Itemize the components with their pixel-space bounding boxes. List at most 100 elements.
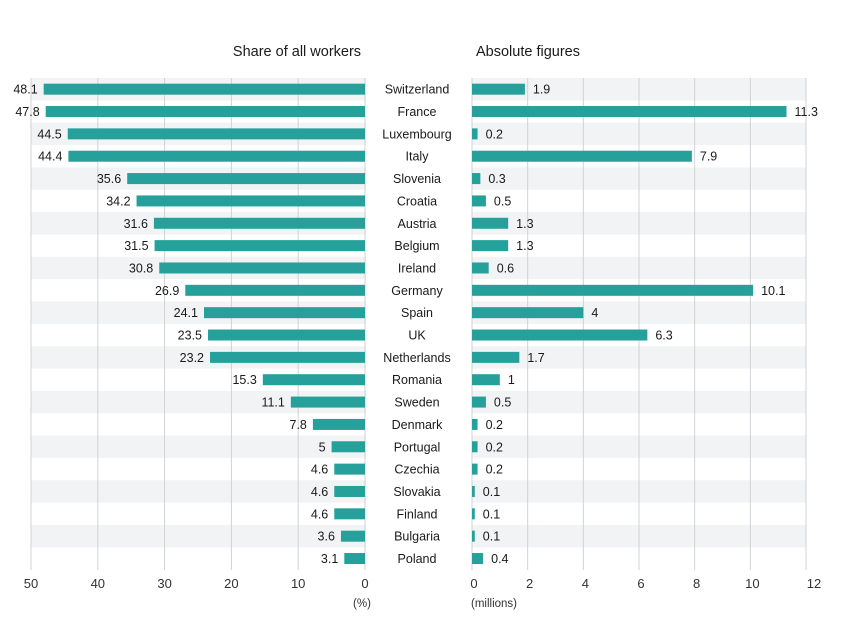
data-label-absolute: 1.7	[527, 351, 544, 365]
data-label-share: 31.6	[124, 217, 148, 231]
bar-share	[312, 418, 365, 430]
row-stripe-left	[31, 480, 366, 503]
left-panel-title: Share of all workers	[233, 44, 361, 60]
left-unit-label: (%)	[353, 598, 371, 610]
bar-absolute	[472, 217, 509, 229]
tick-label-right: 0	[470, 576, 477, 591]
bar-share	[159, 262, 365, 274]
bar-absolute	[472, 240, 509, 252]
row-stripe-left	[31, 346, 366, 369]
bar-absolute	[472, 508, 475, 520]
category-label: Romania	[392, 373, 442, 387]
category-label: Croatia	[397, 194, 437, 208]
data-label-absolute: 0.2	[486, 127, 503, 141]
data-label-absolute: 10.1	[761, 284, 785, 298]
data-label-share: 34.2	[106, 194, 130, 208]
category-label: Bulgaria	[394, 530, 440, 544]
data-label-absolute: 0.1	[483, 485, 500, 499]
data-label-share: 23.2	[180, 351, 204, 365]
category-label: Sweden	[394, 396, 439, 410]
tick-label-left: 50	[24, 576, 38, 591]
bar-share	[334, 508, 365, 520]
data-label-share: 24.1	[174, 306, 198, 320]
category-label: Switzerland	[385, 83, 450, 97]
data-label-absolute: 7.9	[700, 150, 717, 164]
data-label-absolute: 1	[508, 373, 515, 387]
tick-label-right: 8	[693, 576, 700, 591]
value-labels: 48.1 1.947.8 11.344.5 0.244.4 7.935.6 0.334.2…	[13, 83, 818, 566]
category-label: Finland	[397, 507, 438, 521]
category-label: UK	[408, 329, 426, 343]
category-label: Luxembourg	[382, 127, 452, 141]
data-label-absolute: 1.9	[533, 83, 550, 97]
data-label-share: 23.5	[178, 329, 202, 343]
category-label: Spain	[401, 306, 433, 320]
bar-share	[68, 150, 366, 162]
data-label-share: 5	[319, 440, 326, 454]
bar-share	[334, 485, 365, 497]
data-label-share: 31.5	[124, 239, 148, 253]
bar-share	[344, 553, 365, 565]
data-label-share: 4.6	[311, 485, 328, 499]
bar-share	[45, 106, 366, 118]
bar-share	[127, 173, 365, 185]
bar-absolute	[472, 284, 754, 296]
bar-share	[67, 128, 366, 140]
bar-share	[210, 351, 365, 363]
category-label: Czechia	[394, 463, 439, 477]
bar-share	[334, 463, 365, 475]
row-stripe-left	[31, 301, 366, 324]
bar-absolute	[472, 374, 500, 386]
category-label: Italy	[406, 150, 430, 164]
bar-absolute	[472, 106, 787, 118]
data-label-absolute: 4	[591, 306, 598, 320]
tick-label-left: 0	[361, 576, 368, 591]
category-label: Slovenia	[393, 172, 441, 186]
bar-absolute	[472, 441, 478, 453]
bar-share	[43, 83, 365, 95]
data-label-absolute: 6.3	[655, 329, 672, 343]
data-label-share: 26.9	[155, 284, 179, 298]
data-label-absolute: 1.3	[516, 217, 533, 231]
bar-absolute	[472, 485, 475, 497]
tick-label-right: 10	[745, 576, 759, 591]
data-label-absolute: 0.1	[483, 507, 500, 521]
data-label-share: 15.3	[232, 373, 256, 387]
data-label-absolute: 0.5	[494, 396, 511, 410]
tick-label-right: 6	[637, 576, 644, 591]
tick-label-left: 10	[291, 576, 305, 591]
category-label: Slovakia	[393, 485, 440, 499]
data-label-absolute: 0.2	[486, 418, 503, 432]
bar-absolute	[472, 553, 484, 565]
data-label-share: 35.6	[97, 172, 121, 186]
bar-share	[262, 374, 365, 386]
data-label-absolute: 0.2	[486, 440, 503, 454]
data-label-absolute: 0.2	[486, 463, 503, 477]
data-label-share: 47.8	[15, 105, 39, 119]
bar-share	[204, 307, 365, 319]
bar-absolute	[472, 150, 692, 162]
bar-share	[331, 441, 365, 453]
category-label: Austria	[398, 217, 437, 231]
bar-share	[340, 530, 365, 542]
row-stripe-left	[31, 525, 366, 548]
category-label: Belgium	[394, 239, 439, 253]
data-label-share: 3.6	[318, 530, 335, 544]
tick-label-left: 40	[91, 576, 105, 591]
category-label: Denmark	[392, 418, 443, 432]
tick-label-left: 30	[157, 576, 171, 591]
row-stripe-left	[31, 435, 366, 458]
data-label-absolute: 0.3	[488, 172, 505, 186]
bar-share	[136, 195, 365, 207]
bar-share	[154, 240, 365, 252]
bar-share	[208, 329, 365, 341]
data-label-share: 3.1	[321, 552, 338, 566]
category-label: France	[398, 105, 437, 119]
bar-share	[290, 396, 365, 408]
tick-label-right: 4	[582, 576, 589, 591]
bar-absolute	[472, 530, 475, 542]
data-label-share: 48.1	[13, 83, 37, 97]
data-label-share: 30.8	[129, 261, 153, 275]
bar-absolute	[472, 128, 478, 140]
